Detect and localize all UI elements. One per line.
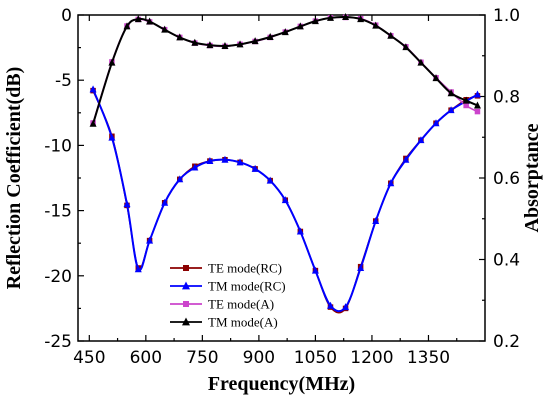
data-point bbox=[417, 58, 425, 66]
data-point bbox=[161, 25, 169, 33]
series-layer bbox=[89, 13, 481, 314]
data-point bbox=[447, 106, 455, 114]
series-tm-mode-a- bbox=[89, 13, 481, 127]
data-point bbox=[108, 58, 116, 66]
data-point bbox=[342, 13, 350, 21]
data-point bbox=[221, 41, 229, 49]
legend-label: TE mode(RC) bbox=[208, 261, 282, 276]
data-point bbox=[221, 155, 229, 163]
data-point bbox=[89, 85, 97, 93]
legend-label: TM mode(A) bbox=[208, 315, 278, 330]
legend-marker bbox=[182, 317, 190, 326]
data-point bbox=[206, 157, 214, 165]
legend-marker bbox=[182, 281, 190, 290]
legend: TE mode(RC) TM mode(RC) TE mode(A) TM mode(… bbox=[170, 261, 286, 330]
data-point bbox=[387, 31, 395, 39]
x-tick-label: 450 bbox=[73, 348, 105, 368]
data-point bbox=[123, 22, 131, 30]
data-point bbox=[311, 17, 319, 25]
data-point bbox=[176, 175, 184, 183]
x-tick-label: 900 bbox=[243, 348, 275, 368]
data-point bbox=[357, 15, 365, 23]
data-point bbox=[296, 227, 304, 235]
legend-marker bbox=[183, 301, 189, 307]
y-right-tick-label: 0.8 bbox=[493, 88, 520, 108]
series-tm-mode-rc- bbox=[89, 85, 481, 313]
data-point bbox=[266, 176, 274, 184]
data-point bbox=[473, 90, 481, 98]
data-point bbox=[462, 96, 470, 104]
legend-marker bbox=[183, 265, 189, 271]
data-point bbox=[134, 15, 142, 23]
data-point bbox=[281, 28, 289, 36]
data-point bbox=[89, 119, 97, 127]
y-right-axis-title: Absorptance bbox=[521, 123, 543, 232]
data-point bbox=[474, 108, 481, 115]
data-point bbox=[161, 198, 169, 206]
y-right-tick-label: 0.2 bbox=[493, 332, 520, 352]
x-tick-label: 1050 bbox=[294, 348, 337, 368]
data-point bbox=[191, 163, 199, 171]
data-point bbox=[108, 133, 116, 141]
data-point bbox=[387, 179, 395, 187]
data-point bbox=[463, 102, 469, 109]
data-point bbox=[402, 155, 410, 163]
data-point bbox=[432, 119, 440, 127]
data-point bbox=[191, 38, 199, 46]
x-tick-label: 1350 bbox=[407, 348, 450, 368]
x-axis-title: Frequency(MHz) bbox=[208, 373, 355, 395]
y-left-tick-label: -5 bbox=[55, 71, 72, 91]
legend-label: TE mode(A) bbox=[208, 297, 274, 312]
y-right-tick-label: 0.4 bbox=[493, 251, 520, 271]
axes: 450 600 750 900 1050 1200 1350 0 -5 -10 -15 -20 -25 1… bbox=[3, 6, 543, 395]
data-point bbox=[372, 21, 380, 29]
y-right-tick-label: 1.0 bbox=[493, 6, 520, 26]
y-right-tick-label: 0.6 bbox=[493, 169, 520, 189]
y-left-axis-title: Reflection Coefficient(dB) bbox=[3, 67, 25, 290]
y-left-tick-label: -20 bbox=[44, 267, 72, 287]
data-point bbox=[296, 22, 304, 30]
data-point bbox=[251, 164, 259, 172]
data-point bbox=[326, 301, 334, 309]
y-left-tick-label: -10 bbox=[44, 136, 72, 156]
y-left-tick-label: -25 bbox=[44, 332, 72, 352]
data-point bbox=[402, 43, 410, 51]
data-point bbox=[473, 101, 481, 109]
data-point bbox=[123, 200, 131, 208]
data-point bbox=[432, 74, 440, 82]
data-point bbox=[326, 13, 334, 21]
legend-label: TM mode(RC) bbox=[208, 279, 286, 294]
x-tick-label: 750 bbox=[186, 348, 218, 368]
data-point bbox=[251, 37, 259, 45]
y-left-tick-label: 0 bbox=[61, 6, 72, 26]
data-point bbox=[176, 33, 184, 41]
x-tick-label: 600 bbox=[130, 348, 162, 368]
data-point bbox=[417, 136, 425, 144]
data-point bbox=[372, 217, 380, 225]
data-point bbox=[357, 263, 365, 271]
data-point bbox=[236, 40, 244, 48]
data-point bbox=[146, 17, 154, 25]
x-tick-label: 1200 bbox=[350, 348, 393, 368]
data-point bbox=[266, 33, 274, 40]
data-point bbox=[206, 41, 214, 49]
data-point bbox=[342, 303, 350, 311]
data-point bbox=[236, 158, 244, 166]
y-left-tick-label: -15 bbox=[44, 202, 72, 222]
data-point bbox=[311, 266, 319, 274]
data-point bbox=[146, 236, 154, 244]
data-point bbox=[281, 196, 289, 204]
data-point bbox=[134, 265, 142, 273]
data-point bbox=[447, 89, 455, 97]
